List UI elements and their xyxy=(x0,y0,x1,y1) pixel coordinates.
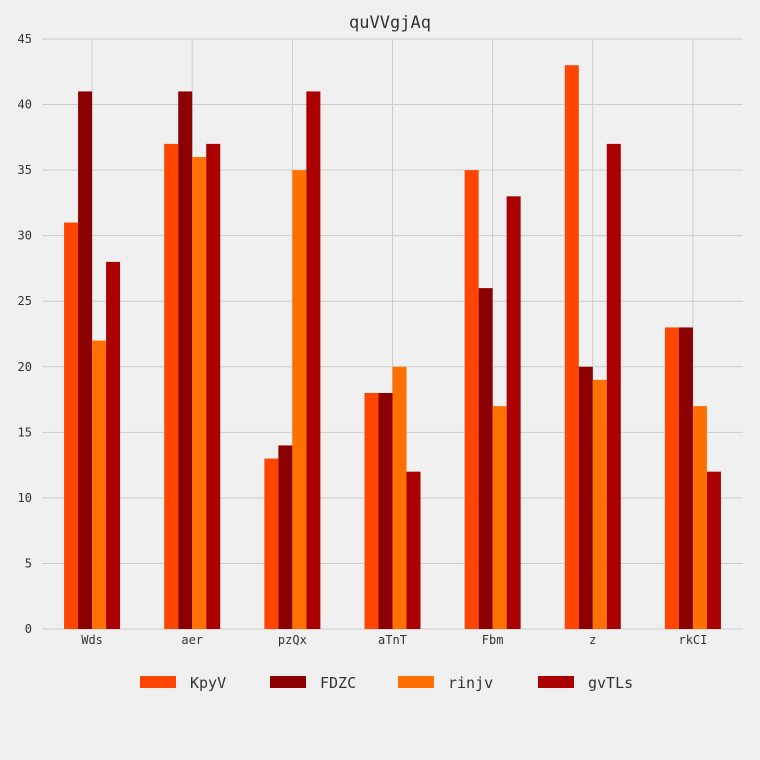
x-tick-label: z xyxy=(589,633,596,647)
y-tick-label: 25 xyxy=(18,294,32,308)
y-axis-ticks: 0 5 10 15 20 25 30 35 40 45 xyxy=(18,32,32,636)
legend-label: rinjv xyxy=(448,674,493,692)
y-tick-label: 0 xyxy=(25,622,32,636)
bar-rinjv-aer xyxy=(192,157,207,629)
bar-FDZC-pzQx xyxy=(278,445,293,629)
legend-swatch xyxy=(270,676,306,688)
bar-rinjv-pzQx xyxy=(292,170,307,629)
legend-label: gvTLs xyxy=(588,674,633,692)
bar-FDZC-Wds xyxy=(78,91,93,629)
y-tick-label: 45 xyxy=(18,32,32,46)
bar-KpyV-z xyxy=(564,65,579,629)
legend-label: KpyV xyxy=(190,674,226,692)
y-tick-label: 20 xyxy=(18,360,32,374)
legend-swatch xyxy=(140,676,176,688)
x-tick-label: rkCI xyxy=(678,633,707,647)
bar-KpyV-Fbm xyxy=(464,170,479,629)
bar-gvTLs-pzQx xyxy=(306,91,321,629)
bar-KpyV-aer xyxy=(164,143,179,629)
x-tick-label: aTnT xyxy=(378,633,407,647)
x-tick-label: Wds xyxy=(81,633,103,647)
x-tick-label: pzQx xyxy=(278,633,307,647)
bar-rinjv-aTnT xyxy=(392,366,407,629)
x-tick-label: Fbm xyxy=(482,633,504,647)
bar-gvTLs-z xyxy=(606,143,621,629)
bar-FDZC-aTnT xyxy=(378,393,393,629)
legend-swatch xyxy=(398,676,434,688)
x-tick-label: aer xyxy=(181,633,203,647)
bar-KpyV-aTnT xyxy=(364,393,379,629)
y-tick-label: 15 xyxy=(18,425,32,439)
bar-rinjv-rkCI xyxy=(692,406,707,629)
bars xyxy=(64,65,721,630)
y-tick-label: 40 xyxy=(18,98,32,112)
bar-gvTLs-Wds xyxy=(106,261,121,629)
bar-gvTLs-aer xyxy=(206,143,221,629)
bar-gvTLs-aTnT xyxy=(406,471,421,629)
bar-FDZC-z xyxy=(578,366,593,629)
chart-title: quVVgjAq xyxy=(349,13,431,33)
bar-FDZC-aer xyxy=(178,91,193,629)
legend: KpyV FDZC rinjv gvTLs xyxy=(140,674,633,692)
legend-swatch xyxy=(538,676,574,688)
bar-gvTLs-Fbm xyxy=(506,196,521,630)
y-tick-label: 35 xyxy=(18,163,32,177)
bar-KpyV-Wds xyxy=(64,222,79,630)
bar-gvTLs-rkCI xyxy=(706,471,721,629)
y-tick-label: 10 xyxy=(18,491,32,505)
bar-rinjv-Fbm xyxy=(492,406,507,629)
y-tick-label: 30 xyxy=(18,229,32,243)
bar-FDZC-Fbm xyxy=(478,288,493,629)
bar-KpyV-pzQx xyxy=(264,458,279,629)
x-axis-ticks: Wds aer pzQx aTnT Fbm z rkCI xyxy=(81,633,707,647)
legend-label: FDZC xyxy=(320,674,356,692)
bar-rinjv-Wds xyxy=(92,340,107,629)
y-tick-label: 5 xyxy=(25,556,32,570)
bar-FDZC-rkCI xyxy=(678,327,693,629)
bar-rinjv-z xyxy=(592,379,607,629)
bar-KpyV-rkCI xyxy=(664,327,679,629)
